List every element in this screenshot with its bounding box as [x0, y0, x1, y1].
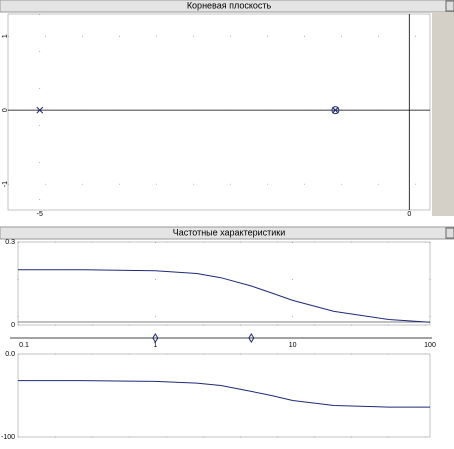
y-tick-label: 0.0 [5, 351, 15, 358]
x-tick-label: -5 [37, 211, 43, 218]
y-tick-label: 1 [2, 34, 9, 38]
plot-frame [7, 13, 431, 211]
side-panel [432, 12, 454, 216]
plot-frame [17, 353, 431, 438]
title-bar [0, 226, 454, 240]
title-bar [0, 0, 454, 13]
window-button[interactable] [445, 227, 454, 239]
window-button[interactable] [445, 0, 454, 12]
x-tick-label: 10 [289, 342, 297, 349]
window-title: Корневая плоскость [187, 0, 272, 10]
root-marker [36, 106, 44, 114]
plot-frame [17, 241, 431, 326]
y-tick-label: 0.3 [5, 239, 15, 246]
response-curve [18, 269, 431, 323]
window-title: Частотные характеристики [173, 227, 286, 237]
x-tick-label: 0.1 [19, 342, 29, 349]
frequency-marker [152, 333, 159, 343]
response-curve [18, 380, 430, 408]
y-tick-label: 0 [2, 108, 9, 112]
x-tick-label: 100 [424, 342, 436, 349]
x-tick-label: 1 [153, 342, 157, 349]
root-marker [331, 106, 340, 115]
x-tick-label: 0 [407, 211, 411, 218]
y-tick-label: -1 [2, 181, 9, 187]
frequency-marker [248, 333, 255, 343]
y-tick-label: 0 [11, 322, 15, 329]
y-tick-label: -100 [1, 434, 15, 441]
